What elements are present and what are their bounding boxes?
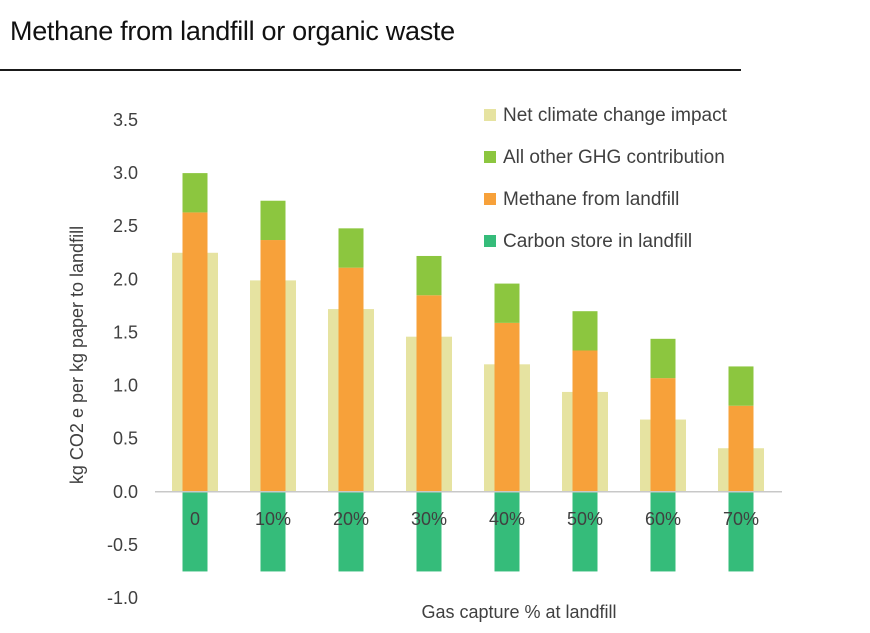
y-tick-label: 1.5 — [113, 322, 138, 342]
carbon-store-bar — [572, 491, 598, 572]
y-tick-label: 0.0 — [113, 482, 138, 502]
methane-bar — [260, 240, 286, 492]
title-divider — [0, 69, 741, 71]
x-category-label: 50% — [567, 509, 603, 529]
methane-bar — [338, 267, 364, 492]
carbon-store-bar — [260, 491, 286, 572]
stacked-bars — [182, 173, 754, 492]
x-category-label: 60% — [645, 509, 681, 529]
other-ghg-bar — [416, 255, 442, 296]
carbon-store-bar — [338, 491, 364, 572]
legend-label: Methane from landfill — [503, 189, 679, 210]
y-axis-title: kg CO2 e per kg paper to landfill — [67, 226, 87, 484]
carbon-store-bar — [650, 491, 676, 572]
carbon-store-bar — [728, 491, 754, 572]
x-category-label: 0 — [190, 509, 200, 529]
carbon-store-bar — [182, 491, 208, 572]
legend-label: All other GHG contribution — [503, 147, 725, 168]
legend: Net climate change impact All other GHG c… — [484, 105, 728, 252]
y-tick-label: 2.5 — [113, 216, 138, 236]
other-ghg-bar — [494, 283, 520, 323]
other-ghg-bar — [260, 200, 286, 241]
other-ghg-bar — [338, 228, 364, 268]
legend-label: Carbon store in landfill — [503, 231, 692, 252]
x-category-label: 20% — [333, 509, 369, 529]
methane-bar — [494, 322, 520, 492]
legend-swatch — [484, 193, 496, 205]
x-category-label: 30% — [411, 509, 447, 529]
methane-bar — [728, 405, 754, 492]
y-tick-label: 3.5 — [113, 110, 138, 130]
page-title: Methane from landfill or organic waste — [10, 16, 455, 46]
legend-label: Net climate change impact — [503, 105, 728, 126]
methane-bar — [416, 295, 442, 492]
x-axis-title: Gas capture % at landfill — [421, 602, 616, 622]
x-axis-category-labels: 0 10% 20% 30% 40% 50% 60% 70% — [190, 509, 759, 529]
y-tick-label: -1.0 — [107, 588, 138, 608]
other-ghg-bar — [182, 173, 208, 213]
legend-swatch — [484, 235, 496, 247]
x-category-label: 70% — [723, 509, 759, 529]
methane-bar — [182, 212, 208, 492]
y-tick-label: 1.0 — [113, 376, 138, 396]
y-tick-label: -0.5 — [107, 535, 138, 555]
methane-bar — [650, 378, 676, 492]
y-tick-label: 2.0 — [113, 269, 138, 289]
y-tick-label: 3.0 — [113, 163, 138, 183]
y-tick-label: 0.5 — [113, 429, 138, 449]
legend-swatch — [484, 109, 496, 121]
x-category-label: 10% — [255, 509, 291, 529]
carbon-store-bars — [182, 491, 754, 572]
methane-bar — [572, 350, 598, 492]
carbon-store-bar — [416, 491, 442, 572]
other-ghg-bar — [728, 366, 754, 406]
other-ghg-bar — [650, 338, 676, 379]
y-axis-ticks: 3.5 3.0 2.5 2.0 1.5 1.0 0.5 0.0 -0.5 -1.0 — [107, 110, 138, 608]
other-ghg-bar — [572, 311, 598, 351]
x-category-label: 40% — [489, 509, 525, 529]
carbon-store-bar — [494, 491, 520, 572]
legend-swatch — [484, 151, 496, 163]
